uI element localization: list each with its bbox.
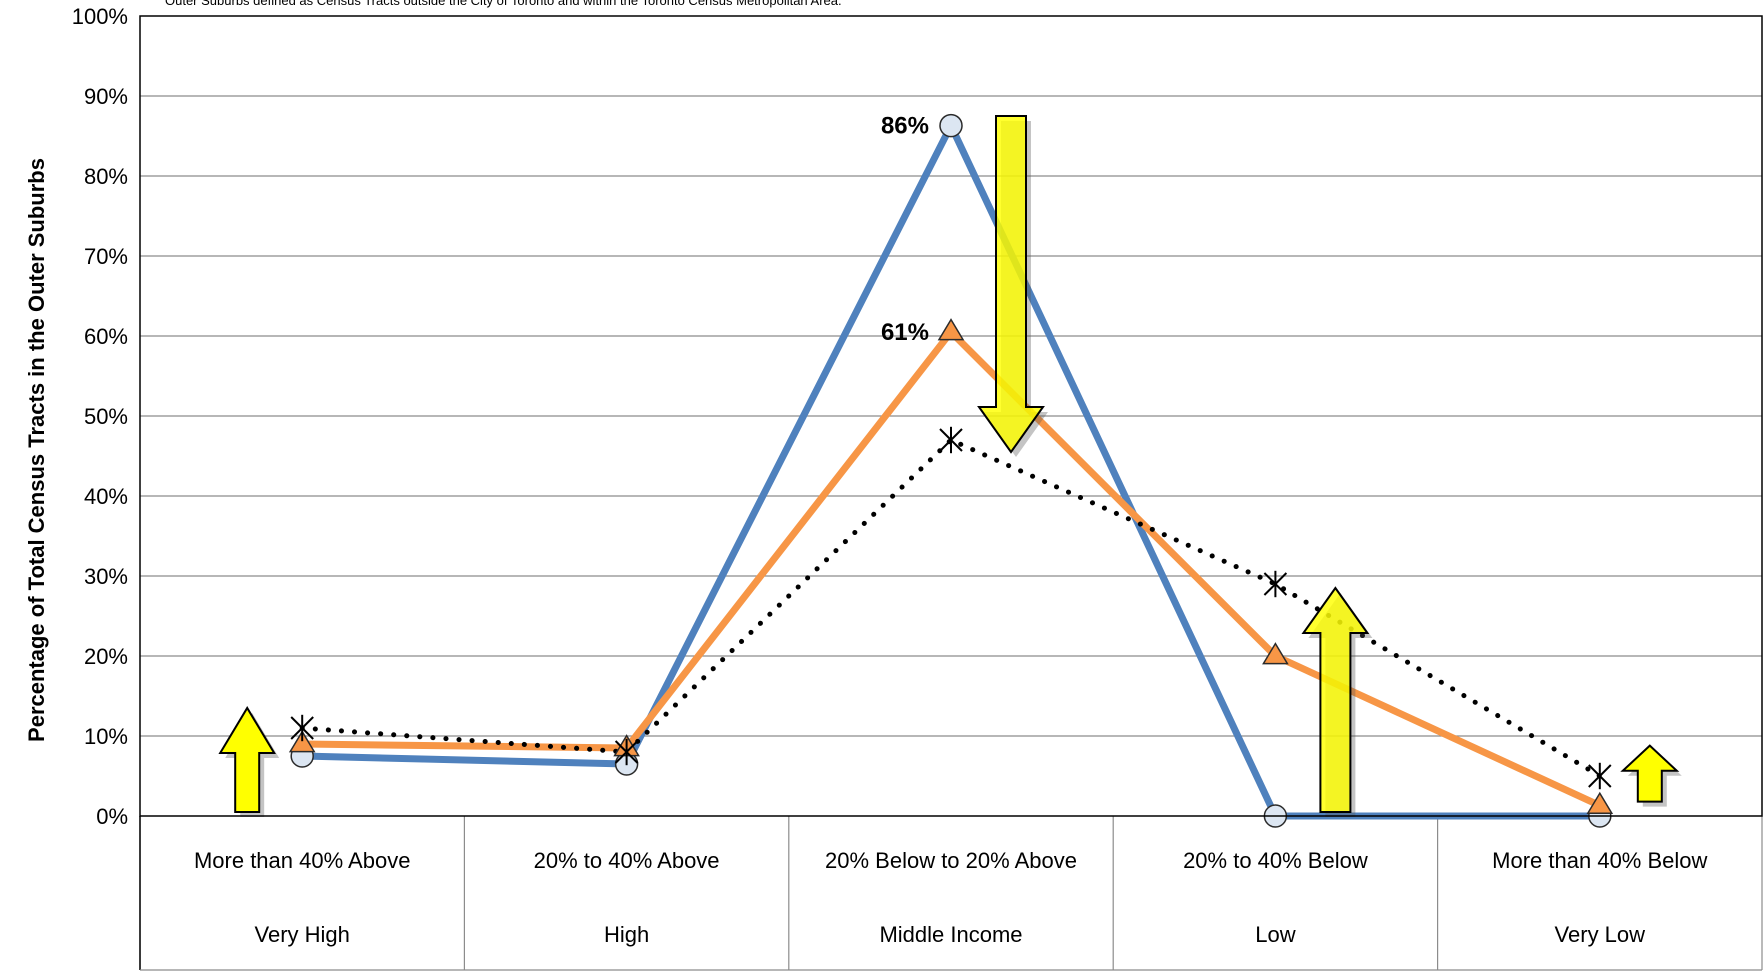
series-lines — [298, 122, 1604, 820]
category-label: 20% Below to 20% Above — [825, 848, 1077, 873]
arrow-shape — [977, 115, 1045, 454]
triangle-marker — [1586, 791, 1614, 814]
y-tick-label: 60% — [84, 324, 128, 349]
category-group-label: Low — [1255, 922, 1295, 947]
chart-note: Outer Suburbs defined as Census Tracts o… — [165, 0, 842, 8]
asterisk-marker — [939, 426, 963, 454]
y-tick-label: 90% — [84, 84, 128, 109]
triangle-marker — [288, 730, 316, 753]
category-group-label: High — [604, 922, 649, 947]
triangle-marker — [937, 318, 965, 341]
data-label: 86% — [881, 113, 929, 140]
category-label: More than 40% Above — [194, 848, 410, 873]
series-line-1 — [298, 328, 1604, 810]
triangle-marker — [1262, 642, 1289, 665]
series-line-2 — [299, 437, 1603, 779]
y-tick-label: 20% — [84, 644, 128, 669]
y-tick-label: 80% — [84, 164, 128, 189]
category-table: More than 40% Above 20% to 40% Above 20% B… — [139, 816, 1763, 971]
y-axis-ticks: 0% 10% 20% 30% 40% 50% 60% 70% 80% 90% 100% — [72, 4, 128, 829]
asterisk-marker — [290, 714, 314, 742]
arrow-up-icon — [1620, 744, 1682, 807]
gridlines — [140, 95, 1762, 737]
annotation-arrows — [218, 115, 1682, 817]
y-axis-label: Percentage of Total Census Tracts in the… — [24, 158, 49, 742]
asterisk-marker — [614, 738, 639, 766]
category-group-label: Very High — [255, 922, 350, 947]
asterisk-marker — [1588, 762, 1612, 790]
y-tick-label: 100% — [72, 4, 128, 29]
arrow-shape — [1301, 586, 1370, 813]
y-tick-label: 10% — [84, 724, 128, 749]
asterisk-marker — [1263, 570, 1288, 598]
arrow-down-icon — [977, 115, 1048, 457]
category-label: 20% to 40% Above — [534, 848, 720, 873]
y-tick-label: 70% — [84, 244, 128, 269]
circle-marker — [939, 113, 963, 138]
data-labels: 86% 61% — [881, 113, 929, 346]
category-label: 20% to 40% Below — [1183, 848, 1368, 873]
arrow-shape — [1620, 744, 1680, 803]
category-group-label: Very Low — [1555, 922, 1646, 947]
arrow-up-icon — [218, 706, 280, 817]
data-label: 61% — [881, 319, 929, 346]
arrow-up-icon — [1301, 586, 1373, 817]
plot-frame — [139, 15, 1763, 817]
y-tick-label: 0% — [96, 804, 128, 829]
category-group-label: Middle Income — [879, 922, 1022, 947]
y-tick-label: 50% — [84, 404, 128, 429]
arrow-shape — [218, 706, 276, 813]
category-label: More than 40% Below — [1492, 848, 1707, 873]
y-tick-label: 30% — [84, 564, 128, 589]
y-tick-label: 40% — [84, 484, 128, 509]
